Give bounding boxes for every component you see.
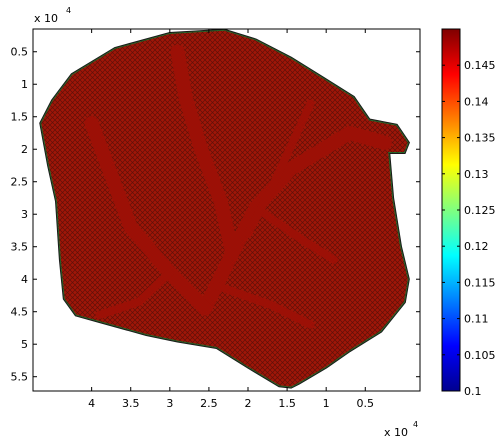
colorbar-tick-label: 0.115	[464, 276, 496, 289]
channel-5	[212, 281, 315, 329]
x-tick-label: 1	[323, 397, 330, 410]
channel-6	[244, 99, 315, 238]
channel-network	[84, 44, 392, 329]
colorbar-tick-label: 0.125	[464, 204, 496, 217]
y-tick-label: 3	[21, 208, 28, 221]
colorbar-tick-label: 0.135	[464, 132, 496, 145]
channel-3	[251, 203, 338, 264]
colorbar-tick-label: 0.14	[464, 95, 489, 108]
y-tick-label: 4.5	[11, 306, 29, 319]
y-axis: 0.5 1 1.5 2 2.5 3 3.5 4 4.5 5 5.5	[11, 46, 420, 384]
y-tick-label: 1	[21, 78, 28, 91]
y-tick-label: 5.5	[11, 371, 29, 384]
colorbar-ticks: 0.1 0.105 0.11 0.115 0.12 0.125 0.13 0.135 0.14 0…	[442, 59, 496, 398]
y-tick-label: 1.5	[11, 111, 29, 124]
x-exponent-power: 4	[413, 420, 418, 429]
channel-1	[84, 116, 212, 316]
colorbar-tick-label: 0.11	[464, 313, 489, 326]
plot-area	[32, 28, 421, 392]
x-tick-label: 3.5	[122, 397, 140, 410]
x-tick-label: 2.5	[200, 397, 218, 410]
colorbar-tick-label: 0.1	[464, 385, 482, 398]
x-tick-label: 1.5	[278, 397, 296, 410]
y-tick-label: 4	[21, 273, 28, 286]
channel-2	[170, 44, 240, 261]
colorbar-tick-label: 0.145	[464, 59, 496, 72]
x-tick-label: 3	[166, 397, 173, 410]
colorbar-tick-label: 0.13	[464, 168, 489, 181]
x-axis: 4 3.5 3 2.5 2 1.5 1 0.5	[88, 29, 374, 410]
x-tick-label: 4	[88, 397, 95, 410]
colorbar-tick-label: 0.12	[464, 240, 489, 253]
x-exponent-label: x 10	[384, 426, 408, 439]
y-exponent-power: 4	[66, 6, 71, 15]
channel-4	[95, 268, 174, 319]
plot-frame	[32, 28, 421, 392]
y-exponent-label: x 10	[34, 12, 58, 25]
colorbar-tick-label: 0.105	[464, 349, 496, 362]
x-tick-label: 2	[245, 397, 252, 410]
x-tick-label: 0.5	[357, 397, 375, 410]
y-tick-label: 2.5	[11, 176, 29, 189]
y-tick-label: 0.5	[11, 46, 29, 59]
y-tick-label: 5	[21, 338, 28, 351]
colorbar: 0.1 0.105 0.11 0.115 0.12 0.125 0.13 0.135 0.14 0…	[441, 28, 496, 398]
y-tick-label: 3.5	[11, 241, 29, 254]
y-tick-label: 2	[21, 143, 28, 156]
